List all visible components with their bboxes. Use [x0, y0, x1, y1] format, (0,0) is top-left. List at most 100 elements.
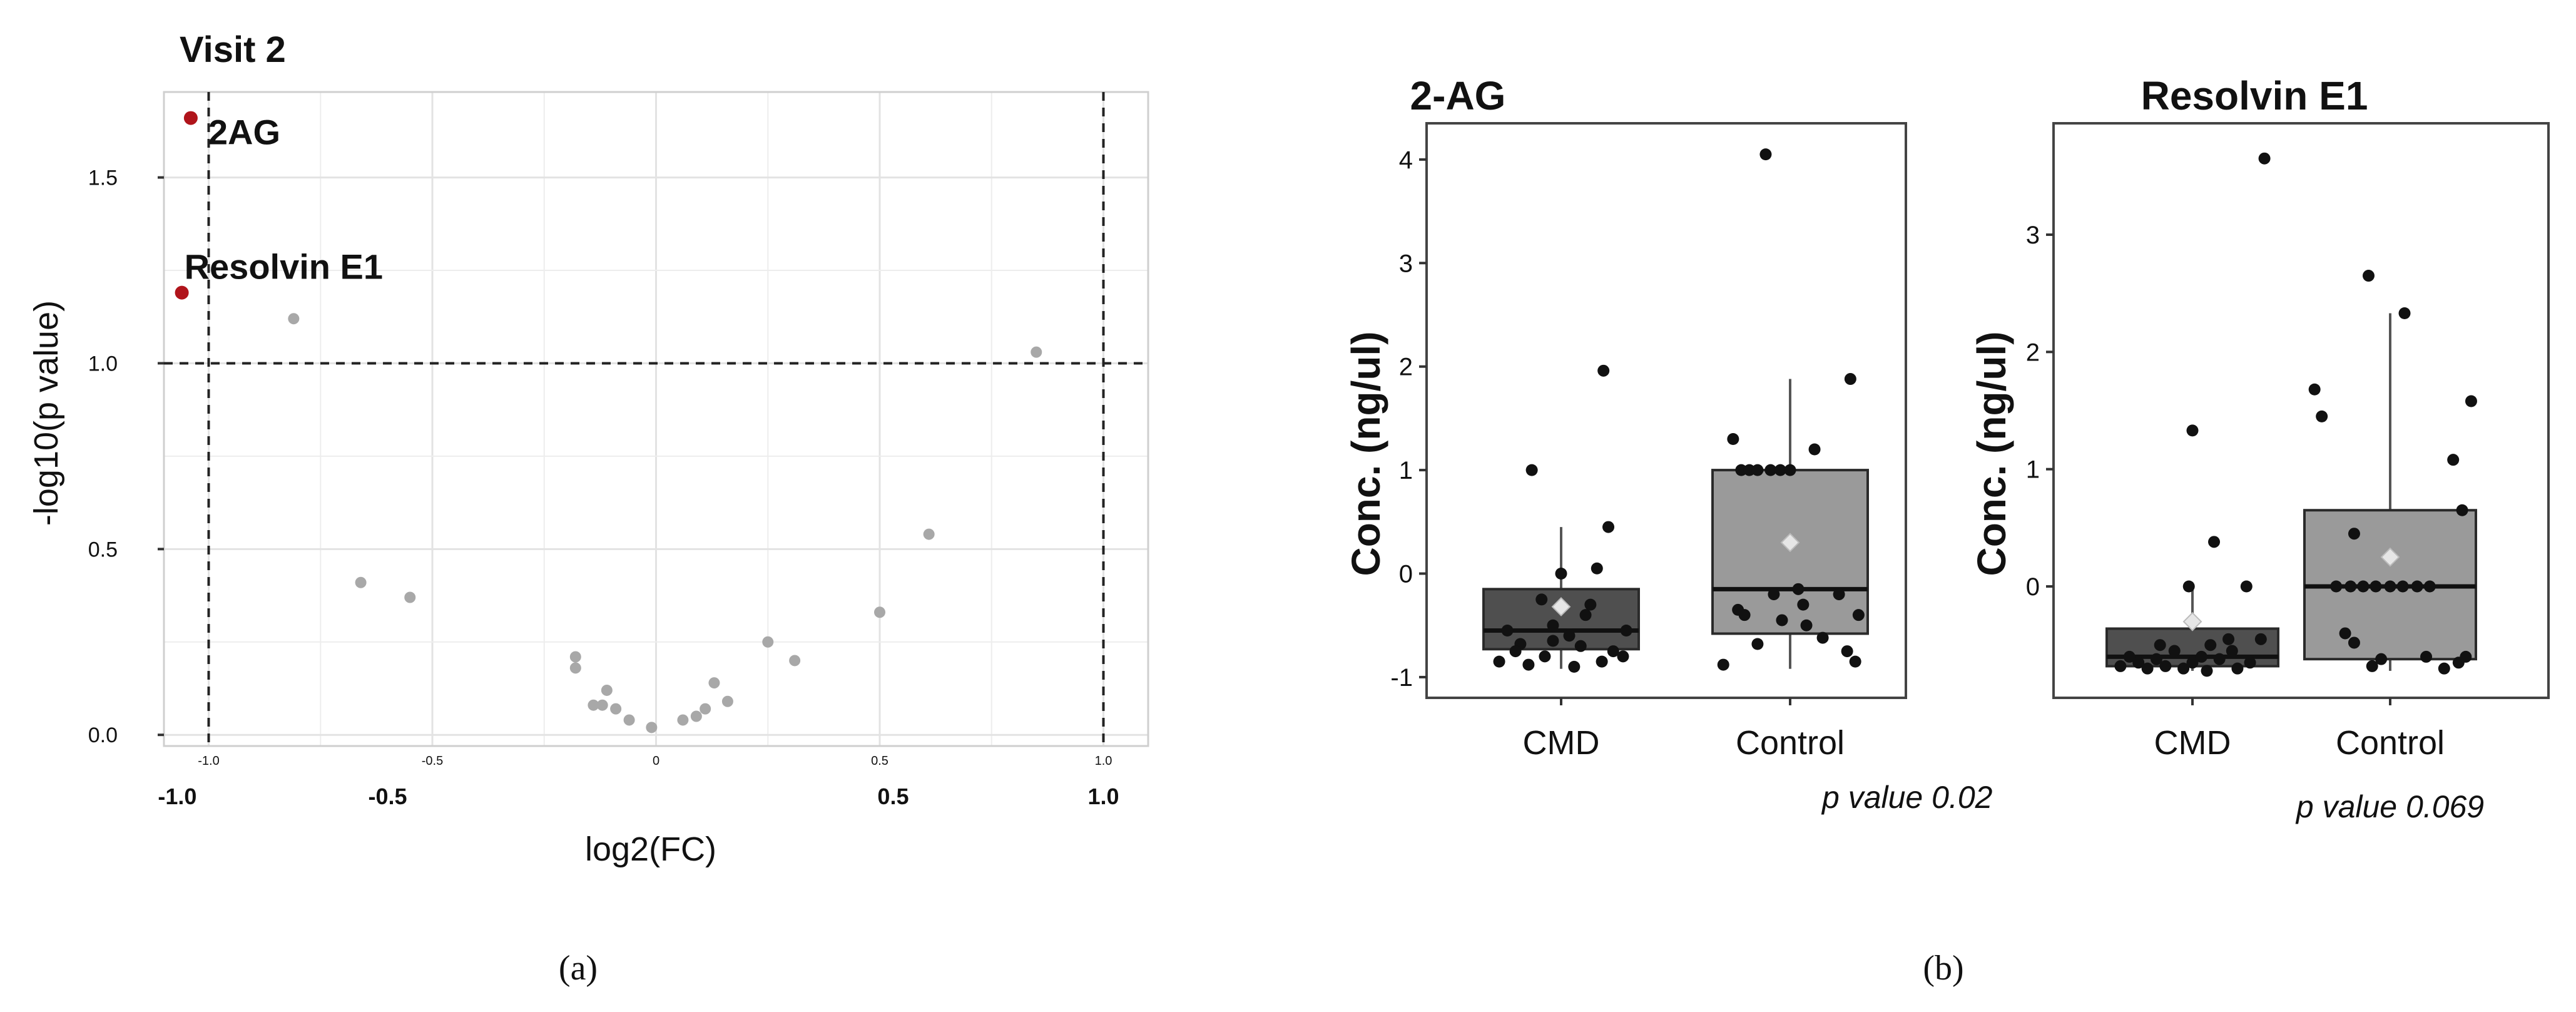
x-tick-label: Control [1736, 724, 1845, 762]
data-point [1735, 464, 1748, 476]
data-point [2465, 395, 2477, 407]
data-point [1768, 588, 1780, 601]
data-point [1522, 658, 1535, 671]
data-point [404, 591, 416, 603]
y-tick-label: 0 [1399, 561, 1413, 588]
data-point [2438, 662, 2450, 675]
box-2ag-pvalue: p value 0.02 [1821, 780, 1993, 815]
data-point [677, 714, 689, 726]
data-point [874, 606, 885, 618]
data-point [569, 651, 581, 663]
x-tick-label: CMD [2154, 724, 2231, 762]
data-point [596, 699, 608, 711]
data-point [2226, 645, 2238, 657]
data-point [2213, 653, 2226, 665]
data-point [2398, 307, 2411, 320]
data-point [1539, 650, 1551, 663]
data-point [588, 699, 599, 711]
y-tick-label: 1.0 [88, 352, 118, 376]
data-point [2186, 657, 2199, 669]
data-point [2460, 650, 2472, 663]
data-point [2150, 653, 2162, 665]
data-point [2384, 580, 2396, 593]
plot-frame [2052, 122, 2550, 699]
y-tick-label: 0 [2026, 573, 2040, 601]
data-point [1759, 148, 1772, 161]
data-point [1751, 464, 1764, 476]
volcano-points: 2AG Resolvin E1 [175, 111, 1042, 733]
minor-tick-label: 0.5 [871, 754, 888, 768]
minor-tick-label: -0.5 [422, 754, 443, 768]
data-point [789, 655, 801, 667]
panel-a-caption: (a) [559, 949, 598, 988]
data-point [2114, 660, 2127, 672]
data-point [569, 662, 581, 674]
data-point [355, 576, 367, 588]
y-tick-label: 4 [1399, 146, 1413, 174]
y-tick-label: 3 [1399, 250, 1413, 277]
y-tick-label: 3 [2026, 222, 2040, 249]
mean-marker [1780, 533, 1800, 553]
data-point [2231, 662, 2244, 675]
box-2ag-plot: -1 0 1 2 3 4 CMD Control [1390, 122, 1907, 762]
data-point [623, 714, 635, 726]
data-point [2396, 580, 2409, 593]
data-point [1607, 645, 1619, 658]
data-point [2154, 639, 2166, 652]
y-tick-label: 1 [2026, 456, 2040, 484]
data-point [1844, 373, 1856, 386]
volcano-small-ticks: -1.0 -0.5 0 0.5 1.0 [198, 754, 1112, 768]
highlighted-point [175, 285, 189, 300]
data-point [1602, 521, 1615, 533]
data-point [2132, 657, 2145, 669]
data-point [2456, 504, 2468, 516]
point-label: 2AG [208, 113, 280, 152]
data-point [646, 722, 658, 733]
data-point [2411, 580, 2423, 593]
volcano-x-ticks: -1.0 -0.5 0.5 1.0 [158, 784, 1119, 809]
y-tick-label: 1 [1399, 457, 1413, 484]
box-resolvin-plot: 0 1 2 3 CMD Control [2026, 122, 2550, 762]
data-point [2362, 270, 2375, 282]
data-point [2344, 580, 2357, 593]
box-resolvin-pvalue: p value 0.069 [2295, 789, 2484, 824]
data-point [2348, 528, 2360, 540]
data-point [1816, 631, 1829, 644]
data-point [2330, 580, 2343, 593]
x-tick-label: Control [2336, 724, 2445, 762]
data-point [1751, 638, 1764, 650]
data-point [1800, 619, 1813, 631]
mean-marker [2380, 547, 2400, 567]
data-point [1574, 640, 1587, 652]
data-point [762, 636, 774, 648]
data-point [2177, 662, 2190, 675]
data-point [2254, 633, 2267, 645]
data-point [2348, 636, 2360, 649]
data-point [1717, 658, 1729, 671]
data-point [690, 710, 702, 722]
data-point [1617, 650, 1629, 663]
volcano-plot-frame [163, 91, 1149, 747]
data-point [1568, 660, 1581, 673]
data-point [2258, 152, 2271, 165]
data-point [288, 313, 300, 325]
data-point [923, 528, 935, 540]
data-point [1493, 655, 1505, 668]
point-label: Resolvin E1 [185, 247, 383, 287]
data-point [1031, 346, 1042, 358]
data-point [1833, 588, 1845, 601]
y-tick-label: 0.0 [88, 723, 118, 747]
minor-tick-label: 0 [653, 754, 659, 768]
data-point [2186, 424, 2199, 437]
plot-frame [1425, 122, 1907, 699]
data-point [1852, 609, 1865, 621]
box-resolvin-title: Resolvin E1 [2141, 73, 2368, 118]
data-point [2240, 580, 2253, 593]
data-point [2316, 410, 2328, 422]
data-point [1596, 655, 1608, 668]
data-point [1501, 624, 1514, 636]
data-point [2447, 454, 2460, 466]
data-point [2204, 639, 2217, 652]
data-point [1808, 443, 1821, 456]
data-point [700, 703, 711, 715]
